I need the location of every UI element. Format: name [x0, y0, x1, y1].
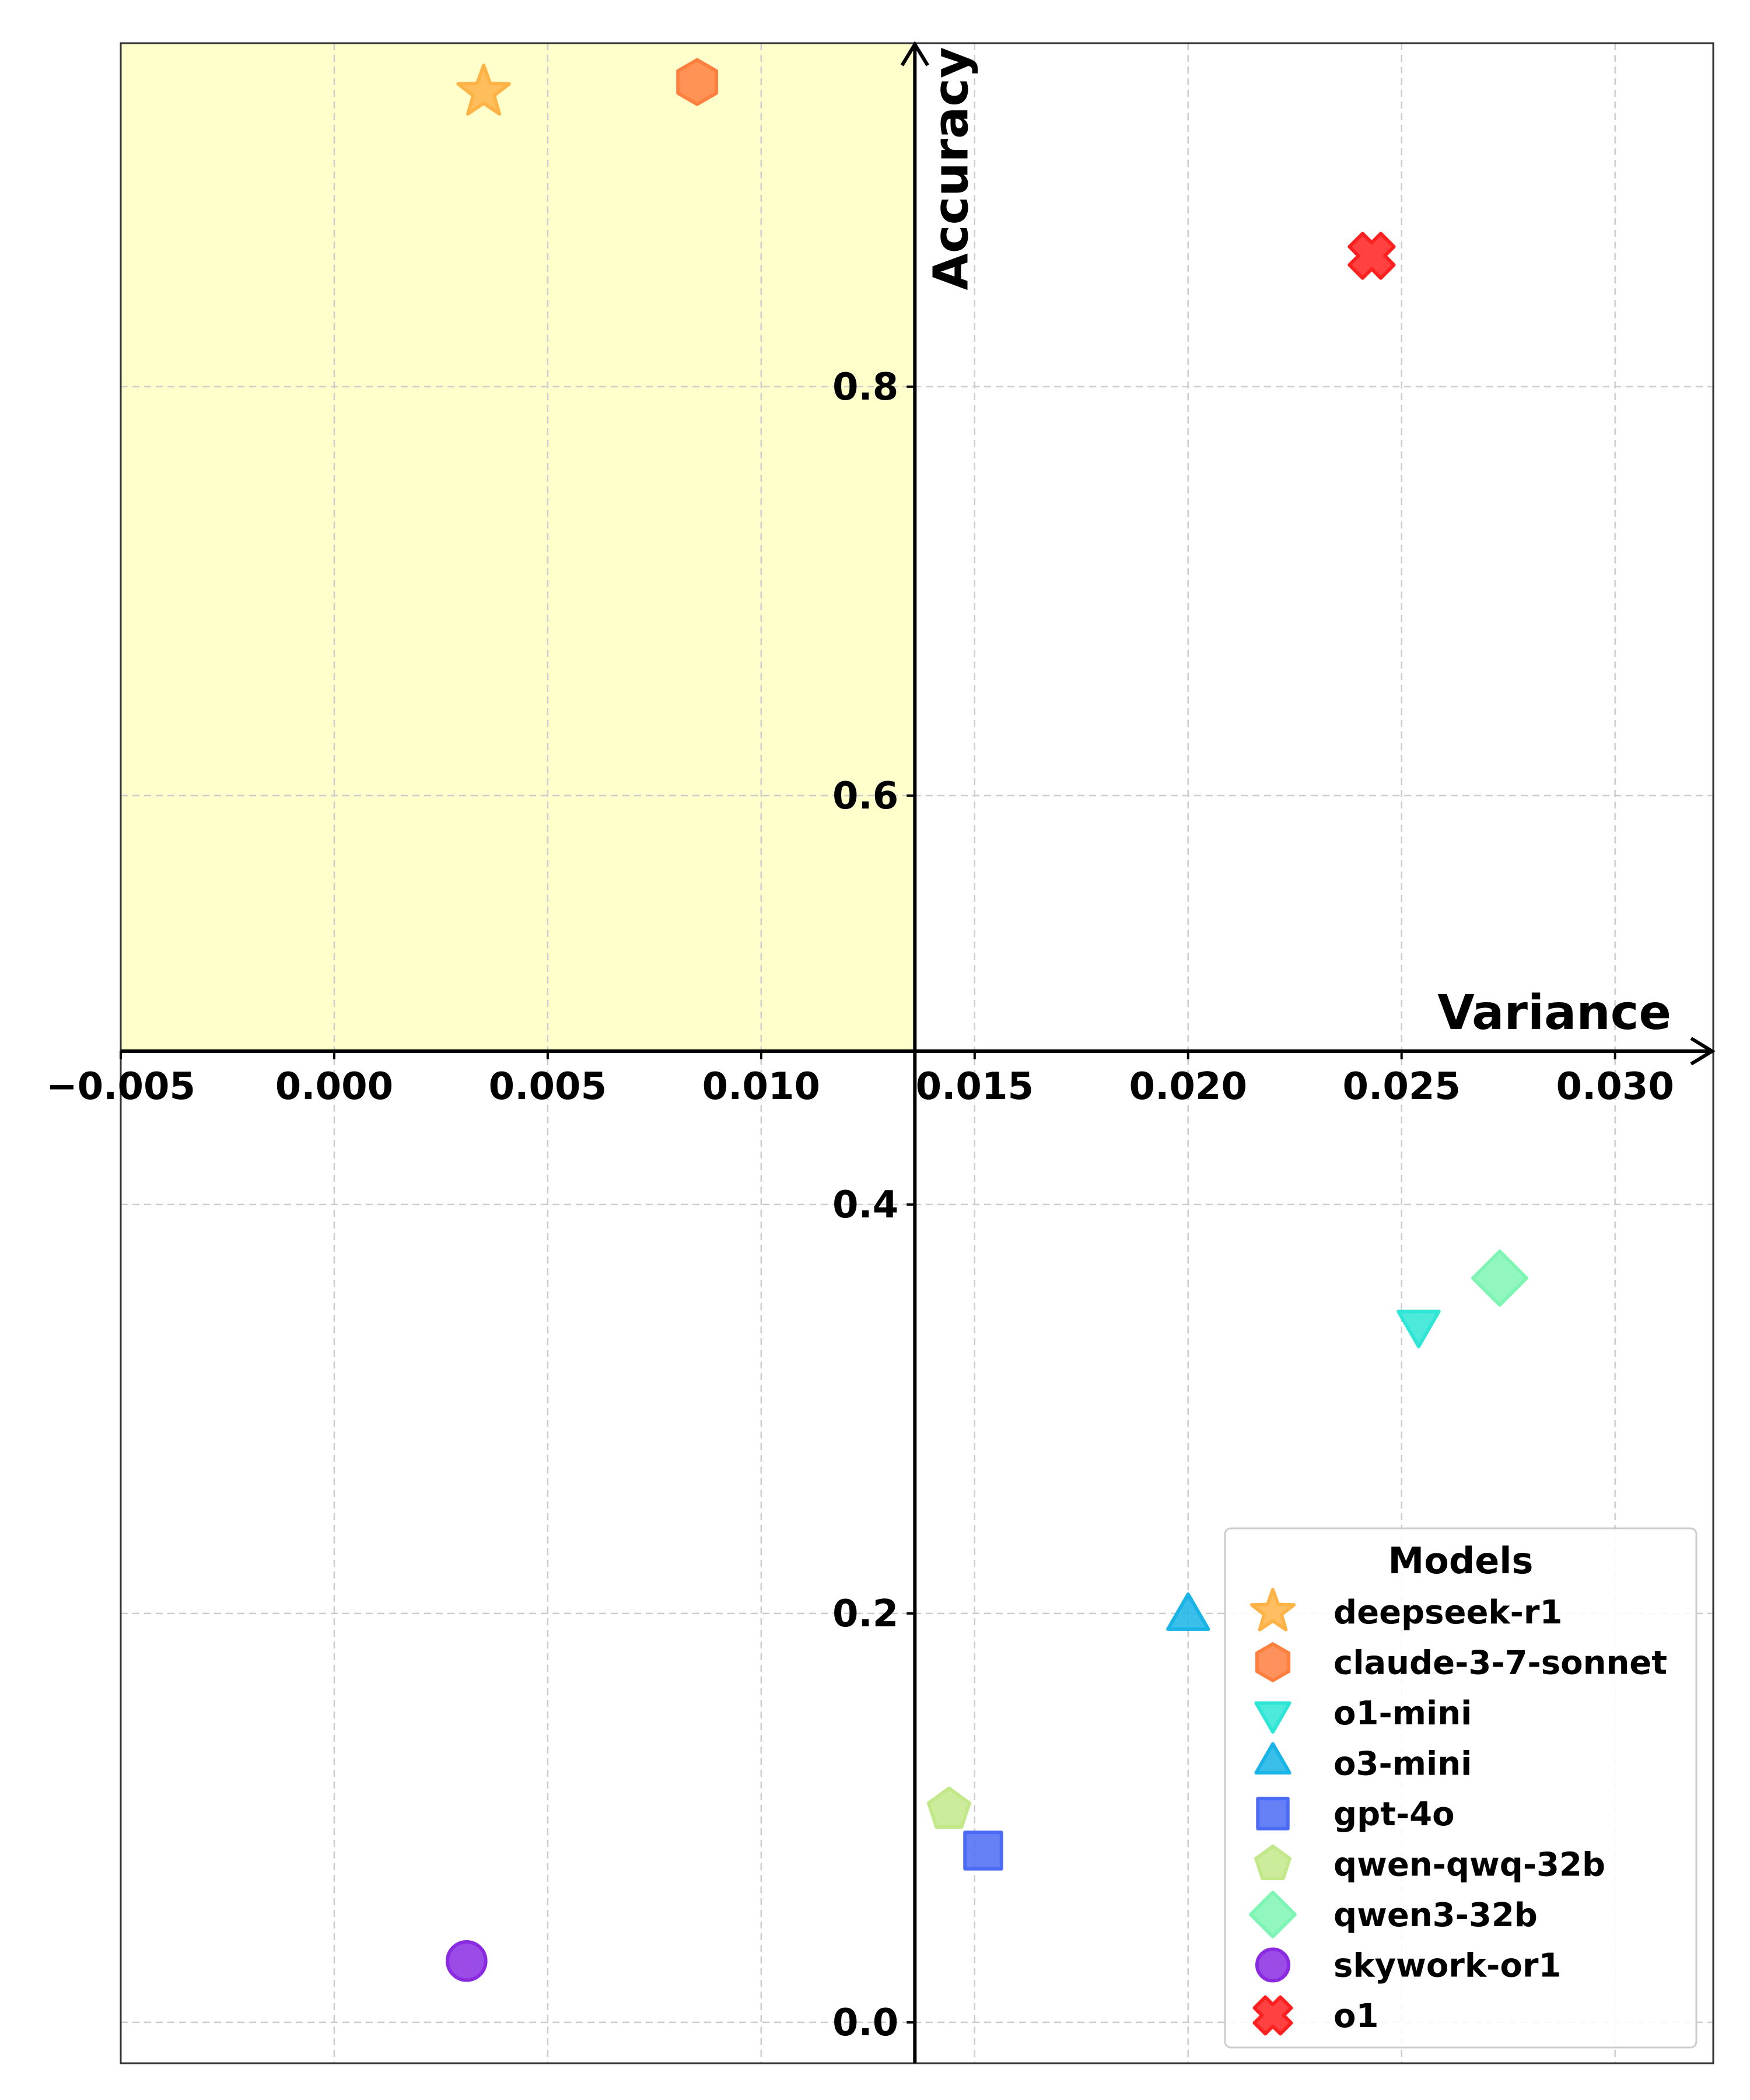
- data-point-claude-3-7-sonnet: [676, 58, 718, 106]
- legend-label-o3-mini: o3-mini: [1334, 1745, 1472, 1783]
- legend-marker-claude-3-7-sonnet: [1255, 1642, 1291, 1682]
- highlight-region: [121, 43, 915, 1051]
- legend-label-qwen-qwq-32b: qwen-qwq-32b: [1334, 1846, 1605, 1884]
- legend-marker-qwen-qwq-32b: [1254, 1845, 1292, 1881]
- legend-box: [1224, 1527, 1698, 2049]
- y-tick-label: 0.2: [832, 1592, 898, 1636]
- x-tick-label: 0.025: [1342, 1065, 1460, 1108]
- legend-label-gpt-4o: gpt-4o: [1334, 1796, 1455, 1833]
- x-tick-label: 0.030: [1556, 1065, 1674, 1108]
- x-tick-label: 0.000: [275, 1065, 393, 1108]
- x-tick-label: 0.005: [489, 1065, 607, 1108]
- legend-label-deepseek-r1: deepseek-r1: [1334, 1594, 1563, 1632]
- data-point-o3-mini: [1166, 1592, 1210, 1631]
- legend-marker-o1-mini: [1254, 1701, 1292, 1734]
- legend-marker-deepseek-r1: [1250, 1588, 1296, 1632]
- x-axis-arrow: [1690, 1037, 1716, 1066]
- data-point-deepseek-r1: [456, 64, 511, 116]
- legend-marker-skywork-or1: [1255, 1947, 1291, 1983]
- legend-label-claude-3-7-sonnet: claude-3-7-sonnet: [1334, 1644, 1667, 1682]
- y-axis-title: Accuracy: [923, 47, 979, 290]
- y-tick-label: 0.4: [832, 1184, 898, 1227]
- y-tick-label: 0.6: [832, 775, 898, 818]
- data-point-qwen-qwq-32b: [926, 1786, 971, 1829]
- y-tick-label: 0.0: [832, 2001, 898, 2045]
- data-point-skywork-or1: [446, 1940, 488, 1982]
- data-point-gpt-4o: [963, 1831, 1003, 1871]
- legend-marker-o1: [1252, 1995, 1293, 2036]
- legend-marker-gpt-4o: [1256, 1797, 1290, 1831]
- x-tick-label: 0.020: [1129, 1065, 1247, 1108]
- legend-label-o1-mini: o1-mini: [1334, 1695, 1472, 1732]
- legend-marker-o3-mini: [1254, 1742, 1292, 1774]
- legend-label-qwen3-32b: qwen3-32b: [1334, 1896, 1538, 1934]
- x-tick-label: 0.015: [916, 1065, 1034, 1108]
- legend-marker-qwen3-32b: [1249, 1891, 1297, 1938]
- legend-label-o1: o1: [1334, 1997, 1378, 2035]
- data-point-o1-mini: [1396, 1310, 1441, 1349]
- legend-label-skywork-or1: skywork-or1: [1334, 1947, 1561, 1985]
- x-axis-title: Variance: [1437, 985, 1671, 1041]
- y-axis-arrow: [900, 41, 929, 66]
- data-point-o1: [1348, 232, 1396, 280]
- x-tick-label: −0.005: [46, 1065, 195, 1108]
- legend-title: Models: [1388, 1539, 1534, 1582]
- x-tick-label: 0.010: [702, 1065, 820, 1108]
- data-point-qwen3-32b: [1471, 1250, 1528, 1307]
- y-tick-label: 0.8: [832, 366, 898, 409]
